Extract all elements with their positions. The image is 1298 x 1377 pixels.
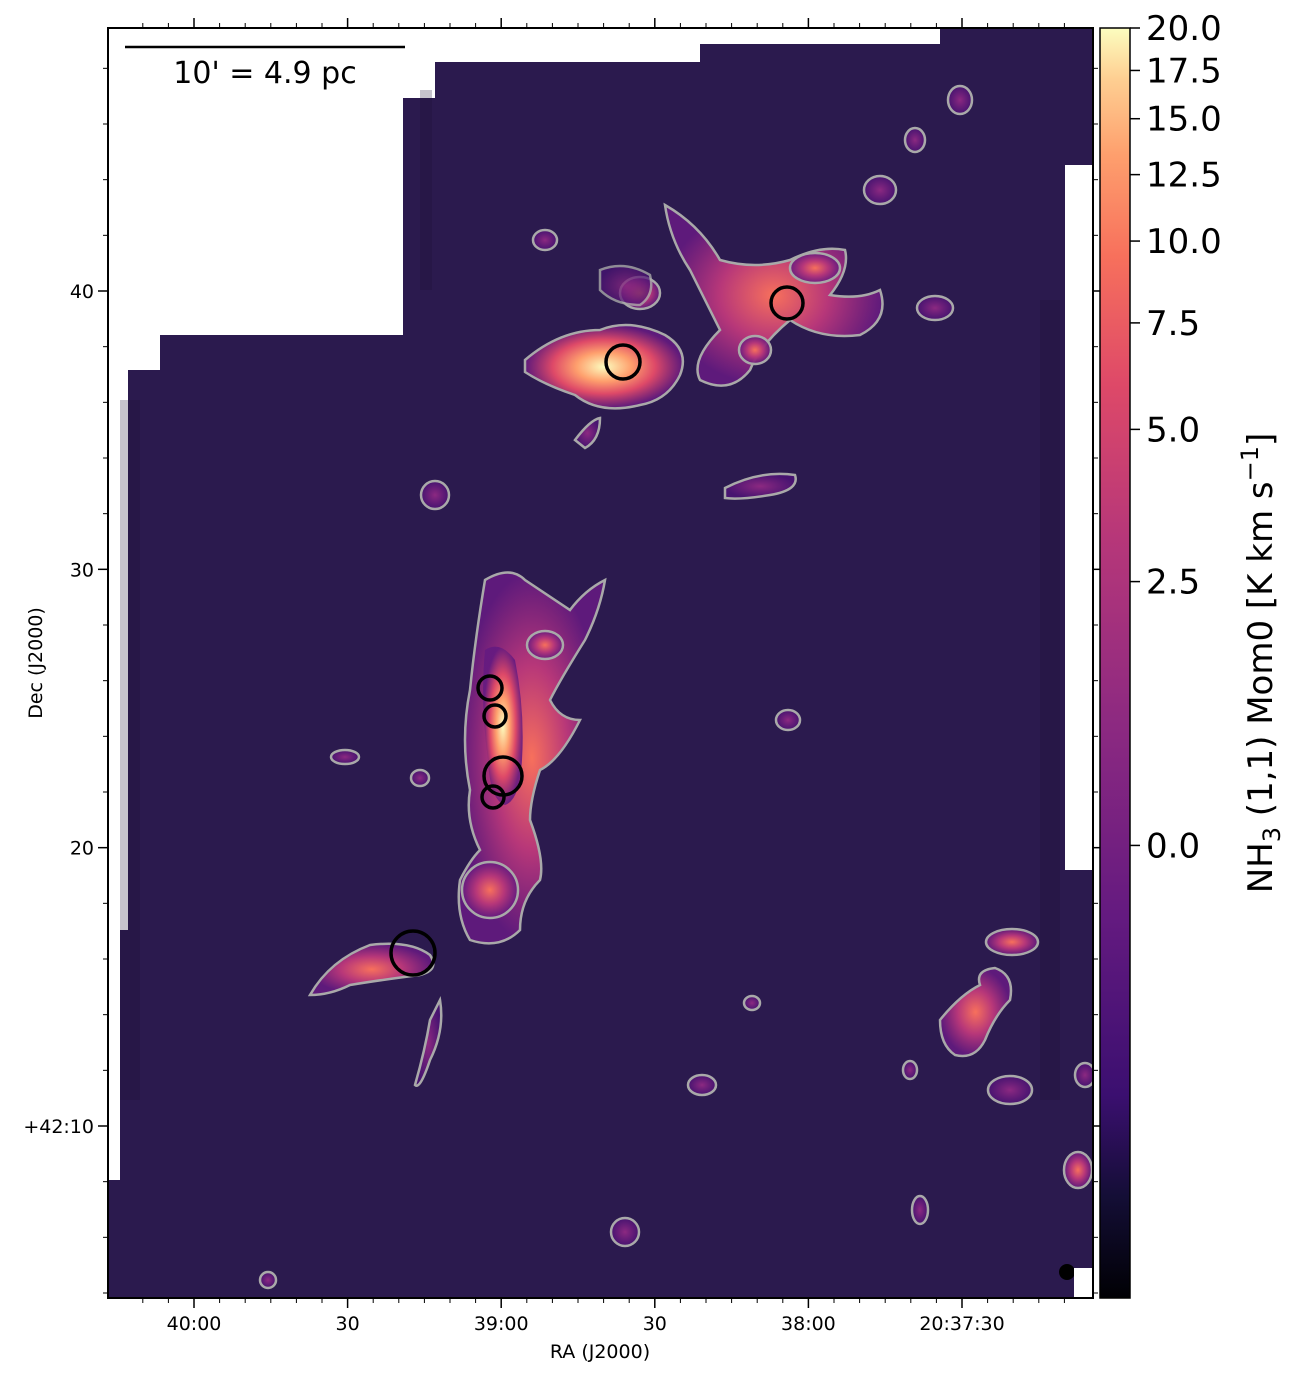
clump-se-2: [986, 1074, 1034, 1106]
colorbar-tick-label: 7.5: [1146, 304, 1200, 344]
clump-se-1: [984, 927, 1040, 957]
colorbar-tick-label: 5.0: [1146, 410, 1200, 450]
colorbar-label: NH3 (1,1) Mom0 [K km s−1]: [1236, 433, 1286, 894]
x-tick-label: 20:37:30: [919, 1313, 1004, 1335]
y-axis-label: Dec (J2000): [25, 607, 47, 719]
clump-se-4: [1073, 1061, 1093, 1089]
beam-box: [1074, 1268, 1093, 1298]
map-area: [108, 28, 1093, 1298]
scalebar-label: 10' = 4.9 pc: [173, 56, 356, 91]
clump-se-11: [742, 994, 762, 1012]
clump-mid-3: [573, 416, 602, 450]
colorbar-tick-label: 12.5: [1146, 156, 1222, 196]
y-axis-ticks: +42:10 20 30 40: [23, 67, 1103, 1294]
clump-ne-1: [788, 251, 842, 285]
x-axis-ticks: 40:00 30 39:00 30 38:00 20:37:30: [142, 18, 1065, 1335]
clump-sw-2: [409, 768, 431, 788]
clump-se-8: [910, 1194, 930, 1226]
source-circle-2: [769, 285, 805, 321]
clump-sw-1: [329, 748, 361, 766]
clump-ne-3: [862, 174, 898, 206]
clump-mid-4: [531, 228, 559, 252]
clump-se-6: [609, 1216, 641, 1248]
x-axis-label: RA (J2000): [550, 1341, 650, 1363]
x-tick-label: 30: [336, 1313, 360, 1335]
x-tick-label: 38:00: [781, 1313, 836, 1335]
clump-se-10: [258, 1270, 278, 1290]
clump-se-3: [1062, 1150, 1093, 1190]
y-tick-label: 30: [70, 559, 94, 581]
y-tick-label: 20: [70, 838, 94, 860]
source-circle-4: [482, 703, 508, 729]
ridge-south-clump: [460, 860, 520, 920]
x-tick-label: 39:00: [474, 1313, 529, 1335]
y-tick-label: 40: [70, 281, 94, 303]
clump-se-7: [774, 708, 802, 732]
clump-ne-2: [737, 334, 773, 366]
clump-se-9: [901, 1059, 919, 1081]
clump-mid-1: [723, 472, 797, 500]
source-circle-1: [604, 343, 642, 381]
clump-ne-6: [903, 126, 927, 154]
map-noise: [120, 90, 1060, 1100]
colorbar-label-suffix: ]: [1241, 433, 1281, 446]
x-tick-label: 40:00: [167, 1313, 222, 1335]
colorbar-tick-label: 0.0: [1146, 826, 1200, 866]
southern-arm: [307, 942, 435, 997]
source-circles: [389, 285, 805, 977]
colorbar-label-sub: 3: [1258, 827, 1286, 842]
colorbar-tick-label: 2.5: [1146, 563, 1200, 603]
colorbar: [1099, 27, 1131, 1299]
colorbar-ticks: 0.0 2.5 5.0 7.5 10.0 12.5 15.0 17.520.0: [1130, 9, 1222, 866]
colorbar-label-prefix: NH: [1241, 842, 1281, 893]
clump-ne-5: [915, 294, 955, 322]
colorbar-tick-label: 17.5: [1146, 51, 1222, 91]
ridge-north-arm: [525, 629, 565, 661]
x-tick-label: 30: [643, 1313, 667, 1335]
south-east-clumps: [938, 966, 1013, 1058]
colorbar-tick-label: 20.0: [1146, 9, 1222, 49]
colorbar-label-middle: (1,1) Mom0 [K km s: [1241, 481, 1281, 827]
plot-frame: [107, 27, 1094, 1299]
clump-mid-2: [419, 479, 451, 511]
clump-ne-4: [946, 84, 974, 116]
beam-marker: [1059, 1264, 1075, 1280]
source-circle-3: [476, 674, 504, 702]
southern-tail: [413, 996, 443, 1087]
source-circle-6: [480, 784, 506, 810]
clump-se-5: [686, 1073, 718, 1097]
colorbar-label-sup: −1: [1236, 446, 1264, 481]
clump-nw-left: [598, 264, 653, 307]
source-circle-7: [389, 929, 437, 977]
colorbar-tick-label: 10.0: [1146, 222, 1222, 262]
colorbar-tick-label: 15.0: [1146, 100, 1222, 140]
north-west-clump: [523, 323, 685, 410]
y-tick-label: +42:10: [23, 1116, 94, 1138]
